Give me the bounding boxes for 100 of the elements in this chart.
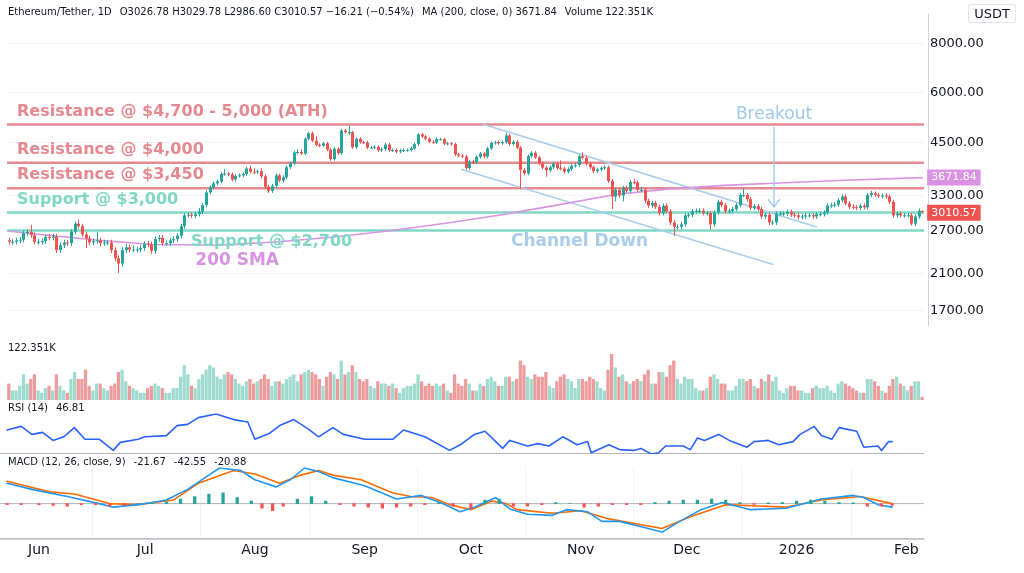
x-tick-label: Jul [135, 541, 154, 558]
ref-line-label: Resistance @ $4,000 [17, 139, 204, 158]
bar [902, 385, 906, 400]
bar [365, 378, 369, 400]
bar [350, 365, 354, 400]
bar [789, 385, 793, 400]
bar [595, 381, 599, 400]
text: -42.55 [173, 456, 207, 467]
bar [47, 385, 51, 400]
bar [584, 381, 588, 400]
bar [328, 372, 332, 400]
bar [249, 500, 253, 504]
bar [493, 381, 497, 400]
bar [266, 378, 270, 400]
bar [127, 385, 132, 400]
x-tick-label: Feb [893, 541, 919, 558]
text: 46.81 [55, 402, 85, 413]
bar [211, 367, 216, 400]
bar [511, 381, 515, 400]
x-tick-label: Oct [458, 541, 484, 558]
bar [277, 381, 281, 400]
bar [197, 378, 201, 400]
bar [146, 388, 150, 400]
bar [544, 372, 548, 400]
x-tick-label: 2026 [778, 541, 815, 558]
bar [704, 388, 709, 400]
bar [372, 388, 376, 400]
bar [555, 381, 559, 400]
bar [471, 390, 475, 400]
bar [562, 374, 566, 400]
bar [620, 374, 625, 400]
bar [51, 503, 55, 506]
bar [518, 360, 522, 400]
bar [770, 381, 775, 400]
bar [646, 369, 650, 400]
bar [909, 385, 913, 400]
bar [730, 390, 734, 400]
bar [697, 390, 701, 400]
data-label: 3671.84 [931, 170, 977, 184]
bar [890, 503, 894, 506]
series-label: Channel Down [510, 230, 649, 251]
bar [361, 381, 365, 400]
bar [799, 390, 804, 400]
candlestick [41, 237, 44, 246]
bar [631, 381, 636, 400]
bar [281, 503, 285, 507]
bar [65, 503, 69, 507]
bar [657, 372, 661, 400]
bar [259, 378, 263, 400]
bar [200, 374, 205, 400]
bar [401, 388, 406, 400]
bar [529, 378, 533, 400]
bar [409, 503, 413, 507]
bar [880, 390, 884, 400]
x-tick-label: Nov [566, 541, 595, 558]
bar [823, 500, 827, 504]
bar [639, 381, 643, 400]
annotation: Volume 122.351K [564, 6, 654, 17]
bar [306, 369, 311, 400]
bar [668, 365, 672, 400]
bar [29, 378, 33, 400]
bar [273, 381, 278, 400]
bar [482, 385, 486, 400]
bar [219, 378, 223, 400]
bar [469, 503, 473, 509]
bar [222, 374, 227, 400]
text: 3010.57 [931, 205, 977, 219]
bar [452, 374, 457, 400]
bar [339, 360, 343, 400]
chart-title: Ethereum/Tether, 1D [8, 6, 112, 17]
bar [383, 383, 387, 400]
bar [14, 390, 18, 400]
x-tick-label: Aug [241, 541, 269, 558]
bar [10, 390, 15, 400]
bar [920, 396, 924, 400]
bar [109, 385, 113, 400]
bar [284, 378, 289, 400]
bar [858, 392, 862, 400]
y-tick-label: 6000.00 [930, 84, 984, 100]
bar [116, 372, 121, 400]
bar [83, 369, 88, 400]
bar [763, 381, 767, 400]
bar [36, 390, 40, 400]
bar [438, 385, 442, 400]
bar [485, 378, 490, 400]
bar [635, 378, 639, 400]
bar [913, 381, 917, 400]
bar [905, 390, 910, 400]
bar [566, 378, 570, 400]
bar [675, 378, 680, 400]
bar [156, 385, 161, 400]
bar [142, 392, 146, 400]
bar [405, 385, 409, 400]
y-tick-label: 4500.00 [930, 133, 984, 149]
bar [829, 390, 833, 400]
x-tick-label: Dec [673, 541, 701, 558]
candlestick [121, 246, 124, 268]
y-tick-label: 2100.00 [930, 265, 984, 281]
bar [122, 503, 126, 506]
bar [551, 388, 555, 400]
